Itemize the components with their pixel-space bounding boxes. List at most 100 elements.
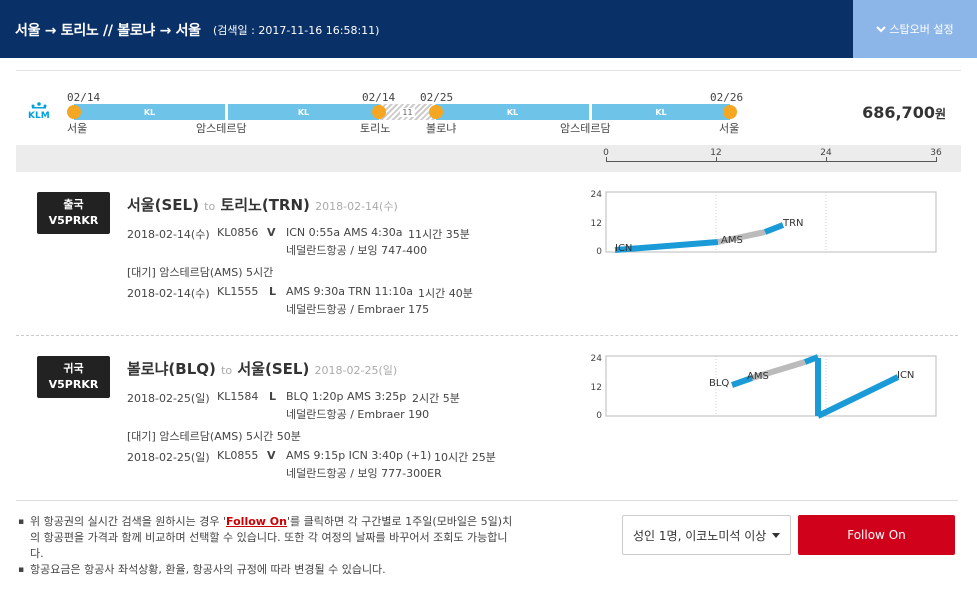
timeline-dot bbox=[67, 105, 81, 119]
search-date: (검색일 : 2017-11-16 16:58:11) bbox=[213, 24, 380, 37]
timeline-city: 볼로냐 bbox=[426, 122, 457, 135]
booking-class: V bbox=[267, 449, 276, 462]
chart-label: ICN bbox=[897, 370, 914, 381]
scale-line bbox=[606, 161, 937, 162]
chart-label: BLQ bbox=[709, 378, 729, 389]
flight-duration: 11시간 35분 bbox=[408, 228, 470, 241]
segment-bar: KL bbox=[74, 104, 225, 120]
flight-date: 2018-02-25(일) bbox=[127, 451, 210, 464]
timeline-date: 02/25 bbox=[420, 91, 454, 104]
booking-class: L bbox=[269, 390, 277, 403]
timeline-city: 토리노 bbox=[360, 122, 391, 135]
passenger-class-select[interactable]: 성인 1명, 이코노미석 이상 bbox=[622, 515, 791, 555]
flight-date: 2018-02-14(수) bbox=[127, 228, 210, 241]
chart-label: ICN bbox=[615, 243, 632, 254]
flight-date: 2018-02-14(수) bbox=[127, 287, 210, 300]
scale-tick bbox=[606, 157, 607, 162]
flight-aircraft: 네덜란드항공 / 보잉 747-400 bbox=[286, 244, 428, 257]
flight-duration: 2시간 5분 bbox=[412, 392, 460, 405]
segment-bar: KL bbox=[436, 104, 589, 120]
chart-label: AMS bbox=[747, 371, 769, 382]
timeline-dot bbox=[723, 105, 737, 119]
chart-y-tick: 0 bbox=[596, 411, 602, 421]
timeline-city: 암스테르담 bbox=[196, 122, 247, 135]
chart-y-tick: 0 bbox=[596, 247, 602, 257]
timeline-city: 서울 bbox=[67, 122, 88, 135]
flight-times: AMS 9:30a TRN 11:10a bbox=[286, 285, 413, 298]
flight-number: KL1555 bbox=[217, 285, 259, 298]
scale-tick-label: 36 bbox=[930, 148, 942, 158]
journey-badge: 출국 V5PRKR bbox=[37, 192, 110, 234]
note-item: 위 항공권의 실시간 검색을 원하시는 경우 'Follow On'를 클릭하면… bbox=[18, 514, 518, 562]
segment-bar: KL bbox=[592, 104, 730, 120]
flight-number: KL0855 bbox=[217, 449, 259, 462]
chart-label: TRN bbox=[782, 218, 804, 229]
layover-info: [대기] 암스테르담(AMS) 5시간 50분 bbox=[127, 430, 301, 443]
layover-segment-line bbox=[717, 229, 766, 245]
flight-number: KL0856 bbox=[217, 226, 259, 239]
chart-y-tick: 12 bbox=[591, 383, 602, 393]
flight-duration: 1시간 40분 bbox=[418, 287, 473, 300]
route-title: 서울 → 토리노 // 볼로냐 → 서울 bbox=[15, 23, 201, 39]
layover-info: [대기] 암스테르담(AMS) 5시간 bbox=[127, 266, 274, 279]
header-bar: 서울 → 토리노 // 볼로냐 → 서울 (검색일 : 2017-11-16 1… bbox=[0, 0, 977, 58]
chart-y-tick: 12 bbox=[591, 219, 602, 229]
note-item: 항공요금은 항공사 좌석상황, 환율, 항공사의 규정에 따라 변경될 수 있습… bbox=[18, 562, 518, 578]
caret-down-icon bbox=[772, 533, 780, 538]
chevron-down-icon bbox=[876, 23, 887, 36]
flight-duration: 10시간 25분 bbox=[434, 451, 496, 464]
flight-times: BLQ 1:20p AMS 3:25p bbox=[286, 390, 407, 403]
flight-date: 2018-02-25(일) bbox=[127, 392, 210, 405]
journey-badge: 귀국 V5PRKR bbox=[37, 356, 110, 398]
flight-aircraft: 네덜란드항공 / 보잉 777-300ER bbox=[286, 467, 442, 480]
journey-chart: 24 12 0 ICN AMS TRN bbox=[587, 188, 937, 258]
divider bbox=[16, 335, 958, 336]
flight-aircraft: 네덜란드항공 / Embraer 190 bbox=[286, 408, 430, 421]
flight-times: AMS 9:15p ICN 3:40p (+1) bbox=[286, 449, 432, 462]
timeline-city: 서울 bbox=[719, 122, 740, 135]
journey-title: 볼로냐(BLQ) to 서울(SEL) 2018-02-25(일) bbox=[127, 360, 398, 378]
scale-tick-label: 12 bbox=[710, 148, 722, 158]
booking-class: V bbox=[267, 226, 276, 239]
footer-notes: 위 항공권의 실시간 검색을 원하시는 경우 'Follow On'를 클릭하면… bbox=[18, 514, 518, 578]
journey-title: 서울(SEL) to 토리노(TRN) 2018-02-14(수) bbox=[127, 196, 398, 214]
total-price: 686,700원 bbox=[862, 103, 946, 122]
timeline-dot bbox=[372, 105, 386, 119]
journey-chart: 24 12 0 BLQ AMS ICN bbox=[587, 352, 937, 422]
timeline-city: 암스테르담 bbox=[560, 122, 611, 135]
timeline-date: 02/26 bbox=[710, 91, 744, 104]
klm-logo: KLM bbox=[28, 101, 50, 121]
crown-icon bbox=[31, 102, 47, 109]
journey-outbound: 출국 V5PRKR 서울(SEL) to 토리노(TRN) 2018-02-14… bbox=[16, 180, 961, 330]
segment-bar: KL bbox=[228, 104, 379, 120]
stopover-settings-button[interactable]: 스탑오버 설정 bbox=[853, 0, 977, 58]
scale-tick bbox=[826, 157, 827, 162]
divider bbox=[16, 500, 958, 501]
hour-scale-bar: 0 12 24 36 bbox=[16, 145, 961, 172]
timeline-date: 02/14 bbox=[67, 91, 101, 104]
flight-segment-line bbox=[763, 222, 785, 235]
flight-segment-line bbox=[614, 239, 719, 253]
flight-times: ICN 0:55a AMS 4:30a bbox=[286, 226, 403, 239]
follow-on-link[interactable]: Follow On bbox=[226, 515, 287, 528]
timeline-dot bbox=[429, 105, 443, 119]
follow-on-button[interactable]: Follow On bbox=[798, 515, 955, 555]
scale-tick-label: 0 bbox=[603, 148, 609, 158]
timeline-date: 02/14 bbox=[362, 91, 396, 104]
chart-y-tick: 24 bbox=[591, 190, 603, 200]
stopover-label: 스탑오버 설정 bbox=[889, 23, 954, 36]
scale-tick bbox=[936, 157, 937, 162]
stay-bar: 11 bbox=[379, 104, 436, 120]
chart-label: AMS bbox=[721, 235, 743, 246]
layover-segment-line bbox=[751, 359, 806, 381]
flight-number: KL1584 bbox=[217, 390, 259, 403]
scale-tick-label: 24 bbox=[820, 148, 832, 158]
journey-return: 귀국 V5PRKR 볼로냐(BLQ) to 서울(SEL) 2018-02-25… bbox=[16, 344, 961, 494]
chart-y-tick: 24 bbox=[591, 354, 603, 364]
flight-segment-line bbox=[731, 375, 753, 388]
scale-tick bbox=[716, 157, 717, 162]
flight-aircraft: 네덜란드항공 / Embraer 175 bbox=[286, 303, 430, 316]
chart-frame bbox=[605, 191, 937, 253]
itinerary-timeline: KLM KL KL 11 KL KL 02/14 02/14 02/25 02/… bbox=[16, 70, 961, 144]
flight-segment-line bbox=[803, 354, 820, 365]
